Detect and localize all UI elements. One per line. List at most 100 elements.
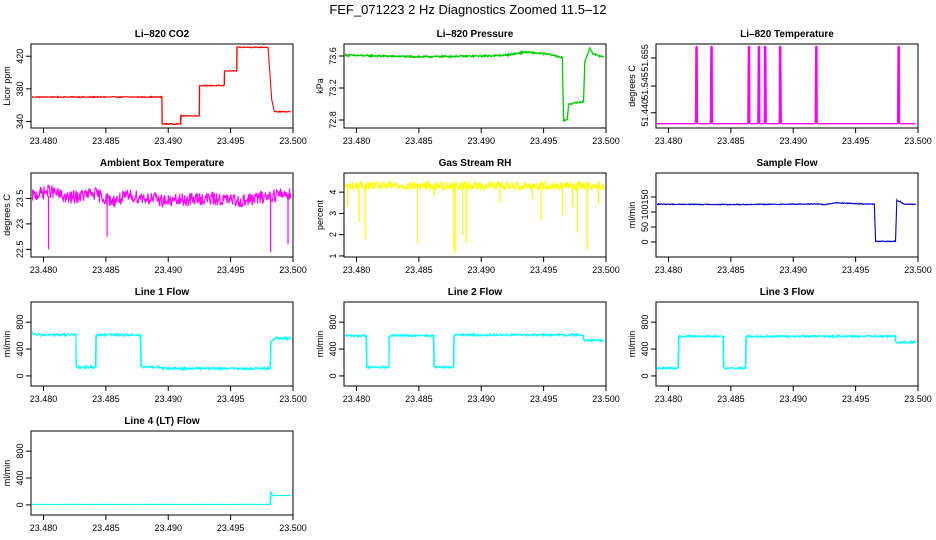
plot-frame [30, 172, 294, 258]
chart-panel-8: Line 2 Flow 23.480 23.485 23.490 23.495 23.50… [315, 287, 620, 404]
y-tick-label: 2 [328, 232, 338, 237]
chart-panel-7: Line 1 Flow 23.480 23.485 23.490 23.495 23.50… [2, 287, 307, 404]
y-tick-label: 100 [640, 204, 650, 219]
x-tick-label: 23.480 [30, 136, 58, 146]
series-line [32, 45, 292, 126]
x-tick-label: 23.485 [717, 394, 745, 404]
y-tick-label: 23 [15, 219, 25, 229]
panel-title: Line 2 Flow [448, 287, 503, 298]
y-tick-label: 800 [640, 315, 650, 330]
x-tick-label: 23.500 [904, 265, 932, 275]
x-tick-label: 23.485 [405, 394, 433, 404]
y-axis-label: kPa [315, 78, 325, 94]
x-tick-label: 23.495 [530, 136, 558, 146]
y-tick-label: 400 [640, 342, 650, 357]
panel-title: Sample Flow [756, 158, 817, 169]
y-axis-label: ml/min [2, 460, 12, 487]
panel-title: Gas Stream RH [439, 158, 512, 169]
y-tick-label: 400 [15, 471, 25, 486]
x-tick-label: 23.500 [904, 136, 932, 146]
chart-panel-4: Ambient Box Temperature 23.480 23.485 23.49… [2, 158, 307, 275]
series-line [657, 333, 917, 371]
y-tick-label: 0 [15, 502, 25, 507]
plot-frame [343, 172, 607, 258]
x-tick-label: 23.485 [92, 394, 120, 404]
x-tick-label: 23.490 [154, 523, 182, 533]
plot-frame [655, 172, 919, 258]
y-axis-label: ml/min [627, 202, 637, 229]
x-tick-label: 23.480 [655, 265, 683, 275]
y-tick-label: 50 [640, 222, 650, 232]
series-line [345, 46, 605, 123]
y-tick-label: 420 [15, 49, 25, 64]
x-tick-label: 23.490 [154, 265, 182, 275]
y-axis-label: percent [315, 199, 325, 230]
panel-title: Li–820 Pressure [437, 29, 514, 40]
chart-panel-10: Line 4 (LT) Flow 23.480 23.485 23.490 23.495… [2, 416, 307, 533]
y-tick-label: 800 [328, 315, 338, 330]
x-tick-label: 23.480 [655, 394, 683, 404]
x-tick-label: 23.490 [467, 136, 495, 146]
y-tick-label: 0 [640, 239, 650, 244]
x-tick-label: 23.495 [217, 136, 245, 146]
panel-title: Li–820 CO2 [135, 29, 190, 40]
x-tick-label: 23.485 [717, 265, 745, 275]
y-tick-label: 800 [15, 315, 25, 330]
series-line [32, 490, 292, 506]
chart-panel-6: Sample Flow 23.480 23.485 23.490 23.495 23.50… [627, 158, 932, 275]
x-tick-label: 23.490 [154, 394, 182, 404]
y-tick-label: 1 [328, 253, 338, 258]
panel-title: Line 1 Flow [135, 287, 190, 298]
series-line [32, 331, 292, 372]
x-tick-label: 23.480 [343, 136, 371, 146]
x-tick-label: 23.485 [92, 136, 120, 146]
x-tick-label: 23.485 [405, 136, 433, 146]
panel-title: Li–820 Temperature [740, 29, 834, 40]
y-tick-label: 0 [328, 373, 338, 378]
x-tick-label: 23.495 [842, 265, 870, 275]
y-tick-label: 51.440 [640, 99, 650, 127]
x-tick-label: 23.495 [842, 394, 870, 404]
x-tick-label: 23.490 [467, 265, 495, 275]
x-tick-label: 23.480 [655, 136, 683, 146]
plot-frame [30, 301, 294, 387]
y-axis-label: ml/min [315, 331, 325, 358]
y-tick-label: 72.8 [328, 111, 338, 129]
y-tick-label: 400 [328, 342, 338, 357]
x-tick-label: 23.500 [592, 394, 620, 404]
x-tick-label: 23.480 [343, 265, 371, 275]
y-axis-label: ml/min [2, 331, 12, 358]
x-tick-label: 23.480 [30, 523, 58, 533]
y-axis-label: ml/min [627, 331, 637, 358]
x-tick-label: 23.495 [842, 136, 870, 146]
y-axis-label: degrees C [627, 65, 637, 107]
x-tick-label: 23.500 [592, 136, 620, 146]
y-tick-label: 73.6 [328, 47, 338, 65]
figure-title: FEF_071223 2 Hz Diagnostics Zoomed 11.5–… [329, 2, 607, 17]
plot-frame [30, 430, 294, 516]
y-tick-label: 340 [15, 114, 25, 129]
plot-frame [343, 301, 607, 387]
x-tick-label: 23.495 [217, 394, 245, 404]
x-tick-label: 23.480 [30, 394, 58, 404]
panel-title: Ambient Box Temperature [100, 158, 225, 169]
y-tick-label: 51.655 [640, 44, 650, 72]
plot-frame [30, 43, 294, 129]
chart-panel-9: Line 3 Flow 23.480 23.485 23.490 23.495 23.50… [627, 287, 932, 404]
panel-title: Line 4 (LT) Flow [124, 416, 200, 427]
panel-title: Line 3 Flow [760, 287, 815, 298]
series-line [657, 45, 916, 125]
x-tick-label: 23.485 [405, 265, 433, 275]
chart-panel-3: Li–820 Temperature 23.480 23.485 23.490 23.4… [627, 29, 932, 146]
y-tick-label: 73.2 [328, 79, 338, 97]
x-tick-label: 23.500 [279, 136, 307, 146]
x-tick-label: 23.495 [530, 394, 558, 404]
y-tick-label: 800 [15, 444, 25, 459]
x-tick-label: 23.500 [904, 394, 932, 404]
x-tick-label: 23.490 [779, 265, 807, 275]
y-tick-label: 0 [640, 373, 650, 378]
y-tick-label: 4 [328, 190, 338, 195]
series-line [657, 198, 917, 243]
